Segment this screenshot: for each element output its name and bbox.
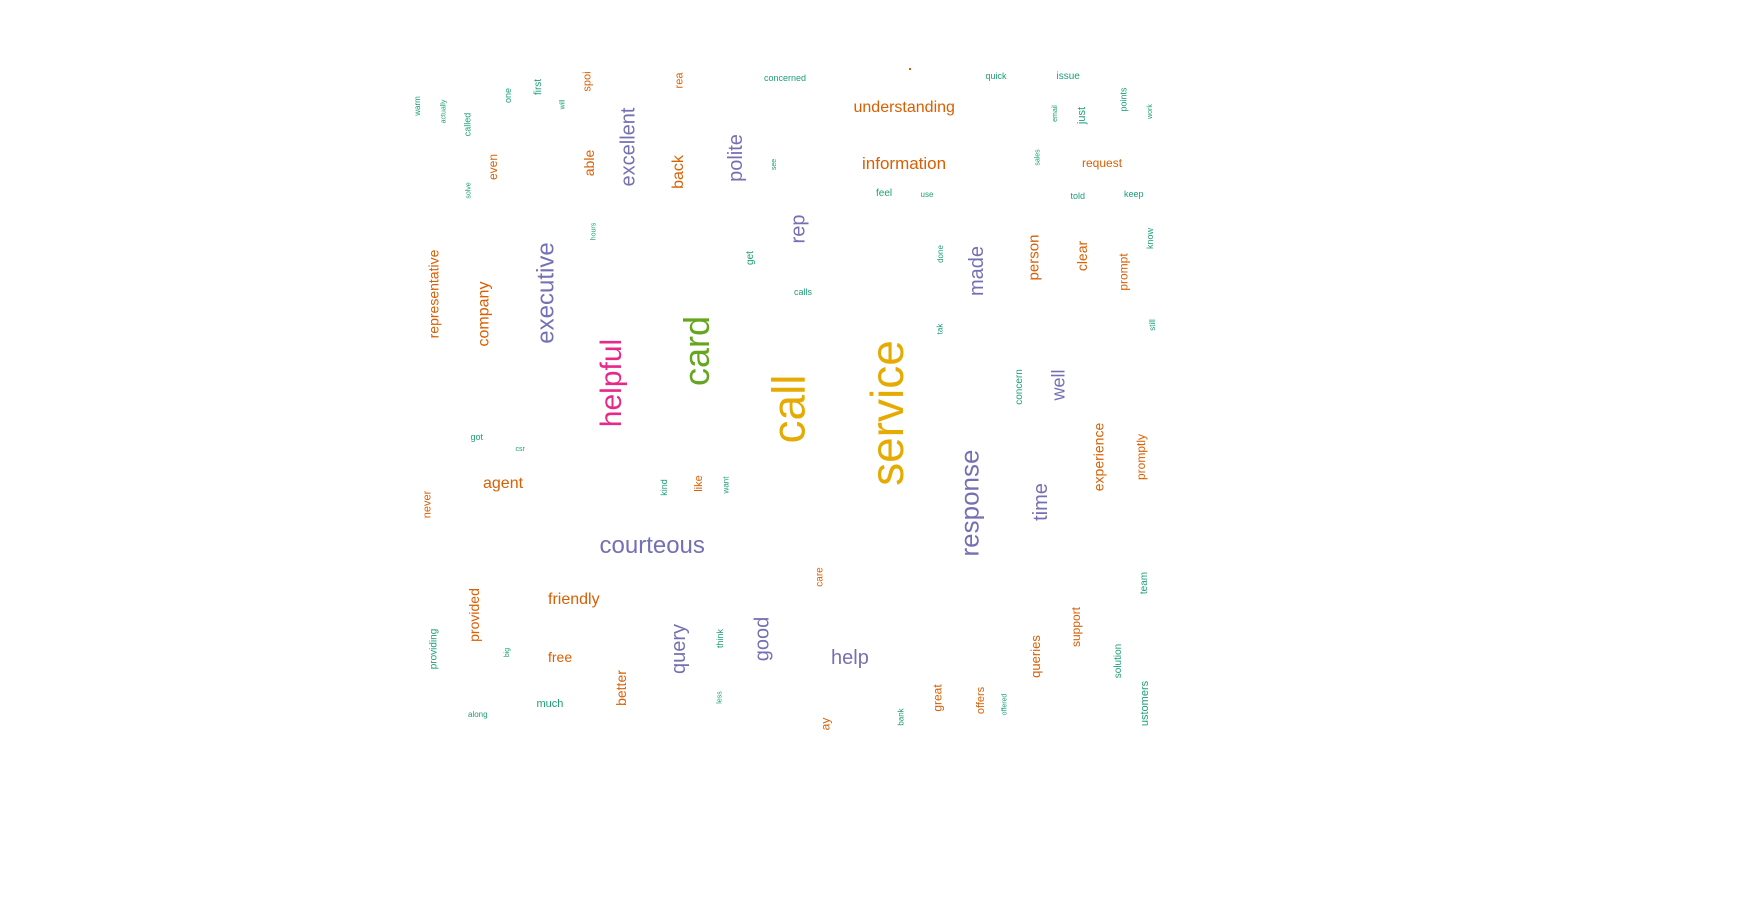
cloud-word-help: help	[831, 647, 869, 669]
cloud-word-bank: bank	[896, 708, 906, 726]
cloud-word-think: think	[714, 628, 725, 648]
cloud-word-understanding: understanding	[853, 99, 955, 116]
cloud-word-time: time	[1029, 483, 1052, 521]
cloud-word-solution: solution	[1113, 643, 1125, 679]
cloud-word-will: will	[559, 99, 567, 109]
cloud-word-free: free	[548, 649, 573, 665]
cloud-word-concerned: concerned	[764, 72, 807, 83]
cloud-word-one: one	[502, 87, 513, 103]
cloud-word-great: great	[930, 684, 945, 712]
cloud-word-hours: hours	[590, 222, 598, 240]
cloud-word-excellent: excellent	[616, 107, 639, 187]
cloud-word-card: card	[676, 315, 718, 387]
cloud-word-warm: warm	[412, 96, 422, 116]
cloud-word-got: got	[470, 431, 484, 442]
cloud-word-called: called	[462, 112, 473, 136]
cloud-word-provided: provided	[465, 588, 482, 642]
cloud-word-request: request	[1082, 156, 1123, 170]
cloud-word-csr: csr	[515, 445, 525, 453]
cloud-word-offered: offered	[1001, 693, 1009, 715]
cloud-word-sales: sales	[1034, 148, 1042, 166]
cloud-word-support: support	[1069, 606, 1084, 648]
cloud-word-team: team	[1139, 571, 1151, 595]
cloud-word-well: well	[1048, 369, 1069, 401]
cloud-word-just: just	[1075, 106, 1088, 124]
cloud-word-first: first	[533, 78, 545, 96]
cloud-word-use: use	[920, 190, 934, 199]
cloud-word-along: along	[468, 710, 488, 719]
cloud-word-tak: tak	[934, 323, 944, 335]
cloud-word-good: good	[750, 616, 773, 662]
cloud-word-spoi: spoi	[581, 70, 594, 92]
cloud-word-get: get	[744, 251, 756, 265]
cloud-word-polite: polite	[724, 134, 747, 182]
cloud-word-information: information	[862, 153, 947, 173]
cloud-word-quick: quick	[985, 70, 1007, 81]
cloud-word-much: much	[536, 697, 564, 710]
cloud-word-want: want	[720, 476, 730, 494]
cloud-word-never: never	[421, 490, 434, 518]
cloud-word-able: able	[581, 149, 598, 177]
cloud-word-ay: ay	[817, 717, 832, 731]
cloud-word-issue: issue	[1056, 71, 1080, 82]
cloud-word-courteous: courteous	[599, 532, 705, 559]
cloud-word-calls: calls	[794, 286, 813, 297]
stray-mark	[909, 68, 911, 70]
cloud-word-kind: kind	[658, 478, 669, 496]
cloud-word-helpful: helpful	[595, 338, 629, 428]
cloud-word-less: less	[716, 690, 724, 704]
cloud-word-call: call	[762, 374, 815, 444]
cloud-word-ustomers: ustomers	[1138, 680, 1151, 726]
cloud-word-person: person	[1025, 234, 1043, 280]
cloud-word-points: points	[1118, 86, 1129, 112]
cloud-word-like: like	[692, 474, 705, 492]
cloud-word-executive: executive	[532, 242, 560, 344]
cloud-word-service: service	[860, 340, 913, 486]
cloud-word-work: work	[1146, 103, 1154, 119]
cloud-word-told: told	[1070, 190, 1086, 201]
cloud-word-big: big	[503, 647, 511, 657]
cloud-word-query: query	[668, 623, 691, 675]
cloud-word-rea: rea	[673, 72, 686, 88]
cloud-word-friendly: friendly	[548, 591, 600, 608]
cloud-word-email: email	[1051, 104, 1059, 122]
cloud-word-back: back	[669, 155, 687, 189]
cloud-word-made: made	[966, 245, 989, 297]
cloud-word-queries: queries	[1027, 634, 1043, 678]
cloud-word-promptly: promptly	[1134, 433, 1149, 481]
cloud-word-feel: feel	[876, 188, 893, 199]
cloud-word-know: know	[1144, 227, 1155, 249]
cloud-word-response: response	[953, 449, 984, 557]
cloud-word-still: still	[1147, 319, 1157, 331]
cloud-word-better: better	[612, 670, 629, 706]
cloud-word-keep: keep	[1124, 188, 1144, 199]
cloud-word-offers: offers	[974, 686, 987, 714]
cloud-word-even: even	[486, 153, 501, 181]
cloud-word-experience: experience	[1089, 422, 1106, 492]
cloud-word-rep: rep	[786, 214, 809, 244]
cloud-word-agent: agent	[483, 475, 524, 492]
cloud-word-clear: clear	[1074, 240, 1091, 272]
cloud-word-concern: concern	[1013, 369, 1025, 405]
cloud-word-see: see	[770, 158, 778, 170]
cloud-word-done: done	[935, 245, 945, 263]
cloud-word-representative: representative	[424, 249, 441, 339]
cloud-word-care: care	[814, 567, 826, 587]
cloud-word-prompt: prompt	[1116, 253, 1131, 291]
cloud-word-providing: providing	[427, 628, 439, 670]
cloud-word-actually: actually	[440, 99, 448, 123]
cloud-word-solve: solve	[465, 181, 473, 199]
cloud-word-company: company	[474, 281, 492, 347]
